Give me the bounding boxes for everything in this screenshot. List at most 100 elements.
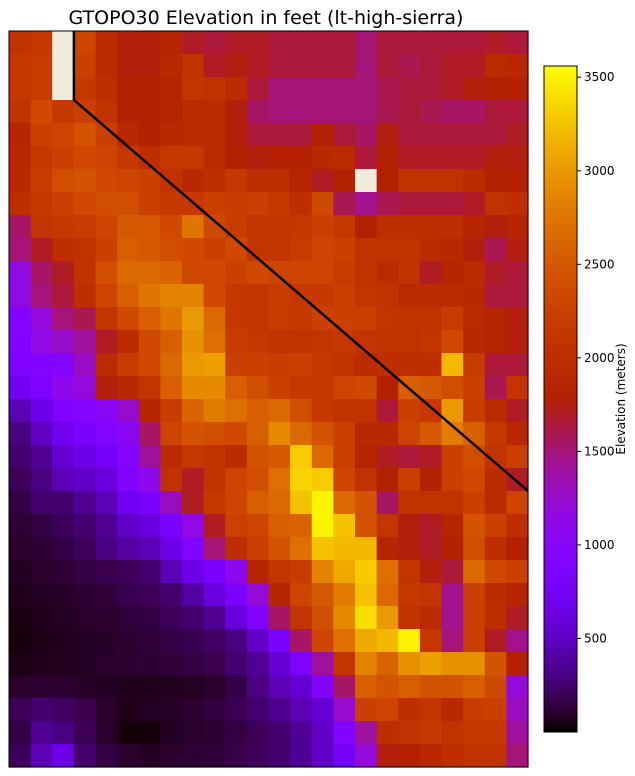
- chart-title: GTOPO30 Elevation in feet (lt-high-sierr…: [69, 7, 464, 29]
- heatmap-cell: [203, 215, 226, 239]
- heatmap-cell: [225, 376, 248, 400]
- heatmap-cell: [246, 744, 270, 768]
- heatmap-cell: [484, 721, 507, 745]
- heatmap-cell: [160, 31, 183, 55]
- heatmap-cell: [441, 100, 464, 124]
- heatmap-cell: [95, 238, 118, 262]
- heatmap-cell: [355, 675, 378, 699]
- heatmap-cell: [246, 606, 270, 630]
- heatmap-cell: [225, 192, 248, 216]
- heatmap-cell: [441, 652, 464, 676]
- heatmap-cell: [160, 215, 183, 239]
- heatmap-cell: [398, 169, 421, 193]
- heatmap-cell: [182, 307, 205, 331]
- heatmap-cell: [290, 560, 313, 584]
- heatmap-cell: [463, 514, 486, 538]
- heatmap-cell: [246, 169, 270, 193]
- heatmap-cell: [203, 54, 226, 78]
- heatmap-cell: [9, 744, 32, 768]
- heatmap-cell: [9, 468, 32, 492]
- heatmap-cell: [182, 652, 205, 676]
- heatmap-cell: [138, 560, 161, 584]
- heatmap-cell: [117, 307, 140, 331]
- heatmap-cell: [203, 491, 226, 515]
- heatmap-cell: [160, 652, 183, 676]
- heatmap-cell: [463, 169, 486, 193]
- heatmap-cell: [268, 744, 291, 768]
- heatmap-cell: [376, 376, 399, 400]
- heatmap-cell: [95, 31, 118, 55]
- heatmap-cell: [95, 721, 118, 745]
- heatmap-cell: [311, 675, 334, 699]
- heatmap-cell: [95, 491, 118, 515]
- heatmap-cell: [225, 169, 248, 193]
- heatmap-cell: [52, 514, 75, 538]
- heatmap-cell: [30, 330, 53, 354]
- heatmap-cell: [30, 54, 53, 78]
- heatmap-cell: [182, 376, 205, 400]
- heatmap-cell: [268, 698, 291, 722]
- heatmap-cell: [52, 215, 75, 239]
- heatmap-cell: [246, 146, 270, 170]
- heatmap-cell: [225, 31, 248, 55]
- colorbar-tick-label: 3000: [584, 164, 615, 178]
- heatmap-cell: [138, 491, 161, 515]
- heatmap-cell: [225, 284, 248, 308]
- heatmap-cell: [52, 192, 75, 216]
- heatmap-cell: [138, 261, 161, 285]
- heatmap-cell: [203, 307, 226, 331]
- heatmap-cell: [290, 353, 313, 377]
- heatmap-cell: [290, 583, 313, 607]
- heatmap-cell: [441, 445, 464, 469]
- heatmap-cell: [333, 560, 356, 584]
- heatmap-cell: [398, 422, 421, 446]
- heatmap-cell: [355, 606, 378, 630]
- heatmap-cell: [398, 675, 421, 699]
- heatmap-cell: [506, 422, 529, 446]
- heatmap-cell: [246, 560, 270, 584]
- heatmap-cell: [138, 537, 161, 561]
- heatmap-cell: [419, 307, 443, 331]
- heatmap-cell: [225, 215, 248, 239]
- heatmap-cell: [441, 31, 464, 55]
- heatmap-cell: [138, 307, 161, 331]
- heatmap-cell: [441, 629, 464, 653]
- heatmap-cell: [9, 215, 32, 239]
- heatmap-cell: [117, 169, 140, 193]
- heatmap-cell: [441, 583, 464, 607]
- heatmap-cell: [160, 123, 183, 147]
- heatmap-cell: [441, 675, 464, 699]
- heatmap-cell: [290, 514, 313, 538]
- heatmap-cell: [376, 583, 399, 607]
- heatmap-cell: [463, 307, 486, 331]
- heatmap-cell: [30, 652, 53, 676]
- heatmap-cell: [95, 77, 118, 101]
- heatmap-cell: [95, 261, 118, 285]
- heatmap-cells: [9, 31, 529, 768]
- heatmap-cell: [203, 629, 226, 653]
- heatmap-cell: [441, 744, 464, 768]
- heatmap-cell: [246, 123, 270, 147]
- heatmap-cell: [203, 376, 226, 400]
- heatmap-cell: [30, 606, 53, 630]
- heatmap-cell: [268, 422, 291, 446]
- heatmap-cell: [290, 675, 313, 699]
- heatmap-cell: [333, 491, 356, 515]
- heatmap-cell: [376, 353, 399, 377]
- heatmap-cell: [355, 238, 378, 262]
- heatmap-cell: [117, 54, 140, 78]
- heatmap-cell: [30, 491, 53, 515]
- heatmap-cell: [506, 445, 529, 469]
- heatmap-cell: [355, 514, 378, 538]
- heatmap-cell: [160, 100, 183, 124]
- colorbar: [543, 65, 578, 733]
- heatmap-cell: [441, 468, 464, 492]
- heatmap-cell: [506, 123, 529, 147]
- heatmap-cell: [355, 284, 378, 308]
- heatmap-cell: [203, 514, 226, 538]
- heatmap-cell: [376, 537, 399, 561]
- heatmap-cell: [160, 698, 183, 722]
- heatmap-cell: [355, 100, 378, 124]
- heatmap-cell: [182, 675, 205, 699]
- heatmap-cell: [138, 675, 161, 699]
